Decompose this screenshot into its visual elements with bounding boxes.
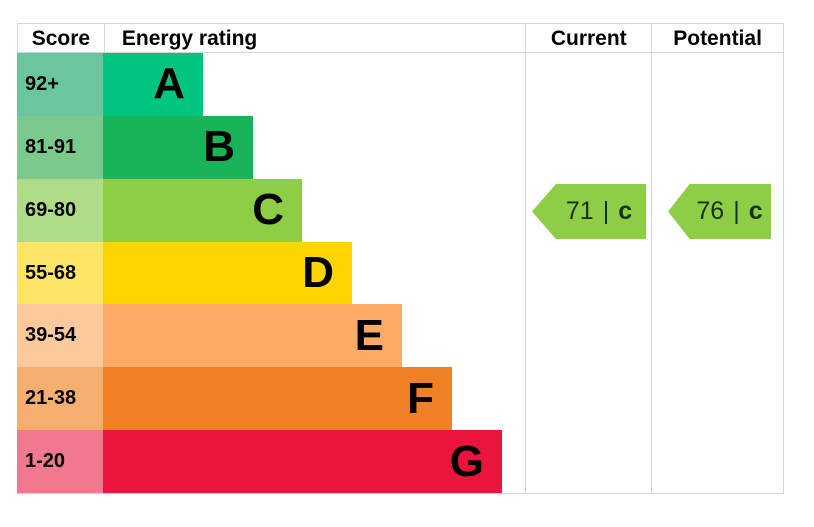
score-range-label-c: 69-80 <box>17 178 103 242</box>
potential-score-value: 76 <box>696 197 725 225</box>
epc-table: Score Energy rating Current Potential 92… <box>17 23 784 494</box>
current-rating-arrow: 71 | c <box>532 184 646 239</box>
column-header-score: Score <box>31 26 91 50</box>
current-band-letter: c <box>618 197 633 225</box>
score-range-label-b: 81-91 <box>17 115 103 179</box>
band-row-a: 92+ A <box>17 53 525 116</box>
band-rows: 92+ A 81-91 B 69-80 C 55-68 D 39-54 E 21-38 F 1-20 G <box>17 53 525 494</box>
rating-bar-c: C <box>103 178 302 242</box>
rating-bar-a: A <box>103 53 203 116</box>
current-score-value: 71 <box>565 197 594 225</box>
score-range-label-g: 1-20 <box>17 430 103 494</box>
rating-bar-b: B <box>103 115 253 179</box>
potential-column-divider <box>651 53 652 493</box>
score-range-label-a: 92+ <box>17 53 103 116</box>
current-column-divider <box>525 53 526 493</box>
rating-bar-g: G <box>103 430 502 494</box>
table-header-row: Score Energy rating Current Potential <box>17 24 783 53</box>
band-row-c: 69-80 C <box>17 178 525 242</box>
band-row-d: 55-68 D <box>17 241 525 305</box>
rating-bar-e: E <box>103 304 402 368</box>
column-header-potential: Potential <box>651 24 783 52</box>
rating-bar-f: F <box>103 367 452 431</box>
current-separator: | <box>602 197 610 225</box>
column-header-energy-rating: Energy rating <box>103 24 525 52</box>
score-range-label-d: 55-68 <box>17 241 103 305</box>
score-range-label-e: 39-54 <box>17 304 103 368</box>
column-header-current: Current <box>525 24 651 52</box>
band-row-e: 39-54 E <box>17 304 525 368</box>
table-body: 92+ A 81-91 B 69-80 C 55-68 D 39-54 E 21-38 F 1-20 G … <box>17 53 783 494</box>
rating-bar-d: D <box>103 241 352 305</box>
band-row-g: 1-20 G <box>17 430 525 494</box>
score-range-label-f: 21-38 <box>17 367 103 431</box>
band-row-b: 81-91 B <box>17 115 525 179</box>
potential-band-letter: c <box>748 197 763 225</box>
potential-rating-arrow: 76 | c <box>668 184 771 239</box>
band-row-f: 21-38 F <box>17 367 525 431</box>
potential-separator: | <box>733 197 740 225</box>
